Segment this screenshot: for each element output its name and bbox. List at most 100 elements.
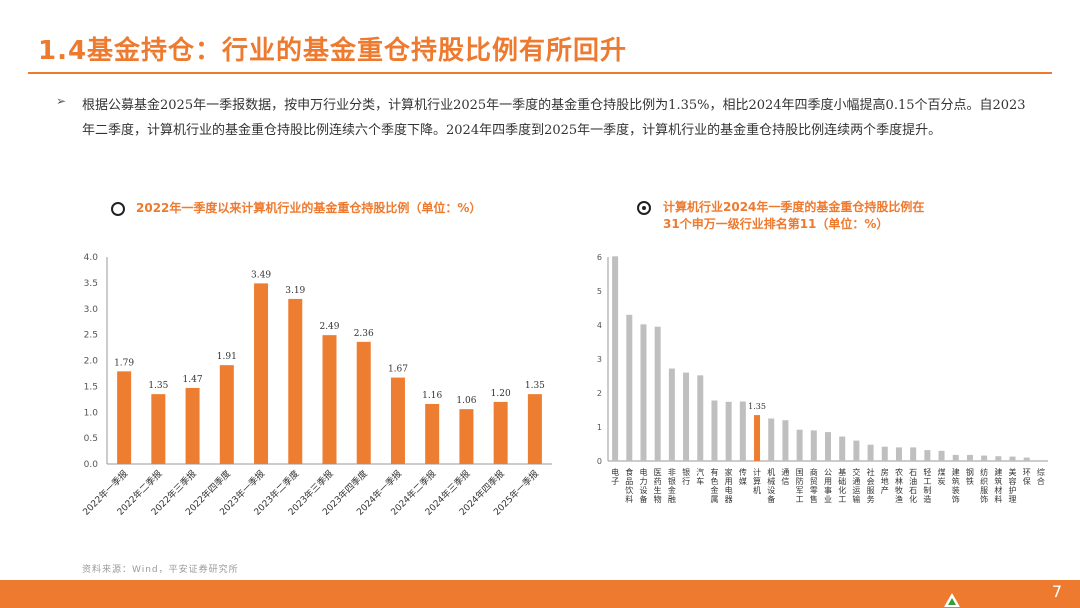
bar	[810, 430, 817, 461]
data-label: 1.79	[114, 358, 134, 368]
x-tick-label: 机械设备	[767, 467, 775, 504]
data-label: 1.91	[217, 352, 237, 362]
source-note: 资料来源：Wind，平安证券研究所	[82, 565, 239, 575]
data-label: 3.49	[251, 270, 271, 280]
bar	[725, 401, 732, 461]
bar	[853, 440, 860, 461]
bar	[981, 455, 988, 461]
x-tick-label: 基础化工	[838, 467, 846, 504]
bar	[626, 314, 633, 461]
company-logo-icon	[944, 593, 960, 607]
data-label: 1.35	[525, 381, 545, 391]
data-label: 2.36	[354, 329, 374, 339]
footer-bar	[0, 580, 1080, 608]
y-tick-label: 5	[597, 287, 602, 296]
bar	[1023, 457, 1030, 461]
y-tick-label: 2.5	[84, 331, 98, 341]
y-tick-label: 1.5	[84, 382, 98, 392]
x-tick-label: 建筑材料	[994, 467, 1002, 504]
bar	[185, 387, 200, 464]
x-tick-label: 公用事业	[824, 468, 832, 504]
y-tick-label: 2	[597, 389, 602, 398]
y-tick-label: 4	[597, 321, 602, 330]
bar	[867, 444, 874, 461]
x-tick-label: 交通运输	[852, 467, 860, 504]
bar	[612, 256, 619, 461]
bar	[654, 326, 661, 461]
x-tick-label: 汽车	[696, 467, 704, 486]
bar	[356, 341, 371, 464]
x-tick-label: 家用电器	[725, 467, 733, 504]
left-bar-chart: 0.00.51.01.52.02.53.03.54.01.792022年一季报1…	[80, 253, 552, 518]
bar	[839, 436, 846, 461]
bar	[1009, 456, 1016, 461]
bar	[117, 371, 132, 464]
x-tick-label: 计算机	[753, 467, 761, 495]
x-tick-label: 通信	[781, 467, 789, 486]
bar	[254, 283, 269, 464]
bar	[640, 324, 647, 461]
data-label: 1.20	[491, 389, 511, 399]
right-chart-heading-line2: 31个申万一级行业排名第11（单位：%）	[663, 217, 889, 231]
y-tick-label: 4.0	[84, 253, 99, 263]
page-number: 7	[1051, 582, 1062, 601]
x-tick-label: 钢铁	[966, 467, 974, 486]
bar	[938, 450, 945, 461]
x-tick-label: 纺织服饰	[980, 467, 988, 504]
left-chart-heading: 2022年一季度以来计算机行业的基金重仓持股比例（单位：%）	[136, 201, 482, 215]
bar	[895, 447, 902, 461]
bullet-arrow-icon: ➢	[56, 94, 67, 108]
bar	[219, 365, 234, 464]
y-tick-label: 1	[597, 423, 602, 432]
y-tick-label: 0	[597, 457, 602, 466]
data-label: 1.67	[388, 365, 408, 375]
bar	[966, 454, 973, 461]
data-label: 1.47	[183, 375, 203, 385]
bar	[151, 394, 166, 464]
x-tick-label: 美容护理	[1009, 467, 1017, 504]
title-divider	[28, 72, 1052, 74]
x-tick-label: 社会服务	[867, 467, 875, 504]
data-label: 1.06	[456, 396, 476, 406]
x-tick-label: 煤炭	[938, 467, 946, 486]
data-label: 1.35	[148, 381, 168, 391]
x-tick-label: 综合	[1037, 467, 1045, 486]
bar	[825, 432, 831, 461]
bar	[390, 377, 405, 464]
bar	[683, 372, 690, 461]
x-tick-label: 农林牧渔	[895, 467, 903, 504]
y-tick-label: 6	[597, 253, 602, 262]
bar	[924, 450, 931, 461]
x-tick-label: 电子	[611, 467, 619, 486]
y-tick-label: 3	[597, 355, 602, 364]
bar	[768, 418, 775, 461]
bar	[881, 446, 888, 461]
data-label: 3.19	[285, 286, 305, 296]
x-tick-label: 传媒	[739, 467, 747, 486]
bar	[711, 400, 718, 461]
x-tick-label: 银行	[682, 467, 690, 486]
x-tick-label: 食品饮料	[625, 467, 633, 504]
x-tick-label: 商贸零售	[810, 467, 818, 504]
x-tick-label: 轻工制造	[923, 467, 931, 504]
x-tick-label: 房地产	[881, 467, 889, 495]
x-tick-label: 国防军工	[796, 468, 804, 504]
summary-paragraph: 根据公募基金2025年一季报数据，按申万行业分类，计算机行业2025年一季度的基…	[82, 98, 1026, 138]
data-label: 1.35	[748, 402, 766, 411]
bar	[910, 447, 917, 461]
x-tick-label: 建筑装饰	[952, 467, 960, 504]
x-tick-label: 石油石化	[909, 468, 917, 504]
page-title: 1.4基金持仓：行业的基金重仓持股比例有所回升	[38, 36, 628, 66]
y-tick-label: 3.5	[84, 279, 98, 289]
data-label: 2.49	[319, 322, 339, 332]
bar	[952, 454, 959, 461]
open-circle-icon	[111, 202, 125, 216]
bar	[796, 429, 803, 461]
bar	[459, 409, 474, 464]
y-tick-label: 2.0	[84, 357, 99, 367]
x-tick-label: 电力设备	[639, 467, 647, 504]
y-tick-label: 0.0	[84, 460, 99, 470]
x-tick-label: 非银金融	[668, 467, 676, 504]
bar	[493, 401, 508, 464]
highlight-bar	[754, 415, 761, 461]
